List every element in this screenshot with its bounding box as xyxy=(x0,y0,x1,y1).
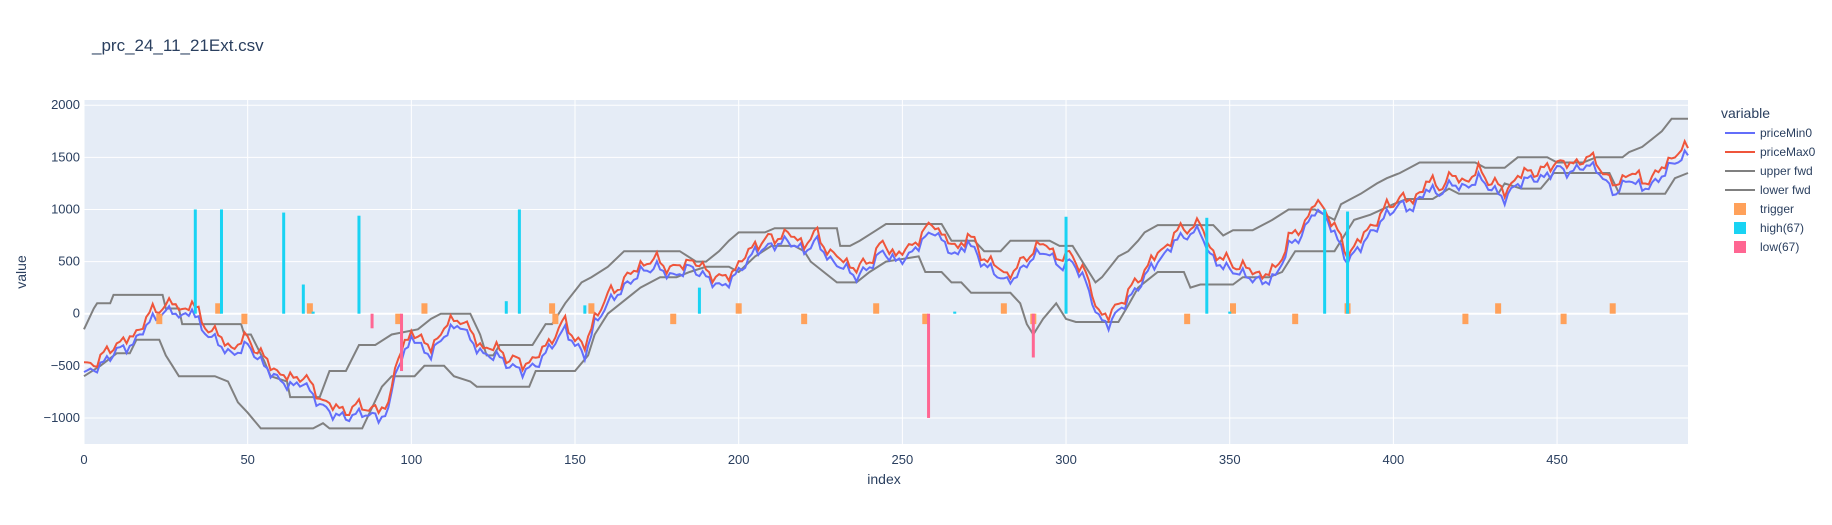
bar-trigger xyxy=(552,313,559,325)
bar-high-67- xyxy=(193,209,197,314)
chart-title: _prc_24_11_21Ext.csv xyxy=(91,36,264,55)
y-tick-label: 2000 xyxy=(51,97,80,112)
bar-high-67- xyxy=(583,305,587,314)
y-tick-label: 1000 xyxy=(51,201,80,216)
bar-high-67- xyxy=(1228,311,1232,314)
bar-trigger xyxy=(215,303,222,314)
bar-high-67- xyxy=(311,311,315,314)
legend-item[interactable]: priceMax0 xyxy=(1725,145,1816,159)
bar-high-67- xyxy=(282,212,286,314)
legend-title: variable xyxy=(1721,105,1770,121)
bar-trigger xyxy=(1184,313,1191,325)
bar-high-67- xyxy=(357,215,361,314)
bar-high-67- xyxy=(1346,211,1350,314)
legend-box-swatch xyxy=(1734,222,1746,234)
legend-label: priceMin0 xyxy=(1760,126,1812,140)
y-tick-label: 500 xyxy=(58,254,80,269)
legend-item[interactable]: low(67) xyxy=(1734,240,1799,254)
x-tick-label: 400 xyxy=(1383,452,1405,467)
legend-item[interactable]: trigger xyxy=(1734,202,1794,216)
bar-trigger xyxy=(670,313,677,325)
x-tick-label: 450 xyxy=(1546,452,1568,467)
legend-item[interactable]: priceMin0 xyxy=(1725,126,1812,140)
legend[interactable]: variable priceMin0 priceMax0 upper fwd lowe… xyxy=(1721,105,1816,254)
x-tick-label: 350 xyxy=(1219,452,1241,467)
legend-label: upper fwd xyxy=(1760,164,1813,178)
series-line-priceMin0 xyxy=(83,148,1689,426)
plot-background xyxy=(84,100,1688,444)
bar-trigger xyxy=(735,303,742,314)
bar-trigger xyxy=(395,313,402,325)
bar-high-67- xyxy=(1323,209,1327,314)
bar-low-67- xyxy=(1031,313,1035,358)
legend-item[interactable]: high(67) xyxy=(1734,221,1804,235)
series-line-priceMax0 xyxy=(83,138,1689,416)
y-tick-label: 0 xyxy=(73,306,80,321)
bar-trigger xyxy=(306,303,313,314)
y-tick-labels: −1000 −500 0 500 1000 1500 2000 xyxy=(43,97,80,425)
bar-low-67- xyxy=(927,313,931,418)
bar-high-67- xyxy=(1064,216,1068,314)
bar-trigger xyxy=(588,303,595,314)
bar-high-67- xyxy=(517,209,521,314)
y-tick-label: −1000 xyxy=(43,410,80,425)
legend-label: high(67) xyxy=(1760,221,1804,235)
y-tick-label: −500 xyxy=(51,358,80,373)
y-tick-label: 1500 xyxy=(51,149,80,164)
legend-label: priceMax0 xyxy=(1760,145,1816,159)
x-tick-label: 300 xyxy=(1055,452,1077,467)
traces xyxy=(83,117,1689,430)
bar-high-67- xyxy=(504,301,508,314)
bar-trigger xyxy=(1292,313,1299,325)
bar-high-67- xyxy=(697,287,701,314)
bar-trigger xyxy=(1000,303,1007,314)
series-line-upper-fwd xyxy=(83,117,1688,399)
legend-label: trigger xyxy=(1760,202,1794,216)
y-axis-title: value xyxy=(13,255,29,289)
legend-label: lower fwd xyxy=(1760,183,1811,197)
bar-trigger xyxy=(1229,303,1236,314)
x-tick-label: 200 xyxy=(728,452,750,467)
legend-item[interactable]: lower fwd xyxy=(1725,183,1811,197)
bar-high-67- xyxy=(953,311,957,314)
bar-high-67- xyxy=(219,209,223,314)
x-tick-label: 150 xyxy=(564,452,586,467)
bar-trigger xyxy=(873,303,880,314)
bar-low-67- xyxy=(370,313,374,329)
bar-high-67- xyxy=(1205,217,1209,314)
bar-trigger xyxy=(549,303,556,314)
bar-trigger xyxy=(801,313,808,325)
x-tick-label: 100 xyxy=(400,452,422,467)
x-axis-title: index xyxy=(867,471,900,487)
x-tick-labels: 0 50 100 150 200 250 300 350 400 450 xyxy=(80,452,1568,467)
legend-box-swatch xyxy=(1734,203,1746,215)
x-tick-label: 0 xyxy=(80,452,87,467)
bar-trigger xyxy=(241,313,248,325)
legend-item[interactable]: upper fwd xyxy=(1725,164,1813,178)
bar-trigger xyxy=(922,313,929,325)
x-tick-label: 50 xyxy=(240,452,254,467)
bar-trigger xyxy=(1560,313,1567,325)
bar-trigger xyxy=(1495,303,1502,314)
bar-trigger xyxy=(1462,313,1469,325)
legend-box-swatch xyxy=(1734,241,1746,253)
bar-trigger xyxy=(1609,303,1616,314)
legend-label: low(67) xyxy=(1760,240,1799,254)
bar-trigger xyxy=(156,313,163,325)
x-tick-label: 250 xyxy=(892,452,914,467)
bar-low-67- xyxy=(400,313,404,372)
bar-high-67- xyxy=(301,284,305,314)
bar-trigger xyxy=(421,303,428,314)
